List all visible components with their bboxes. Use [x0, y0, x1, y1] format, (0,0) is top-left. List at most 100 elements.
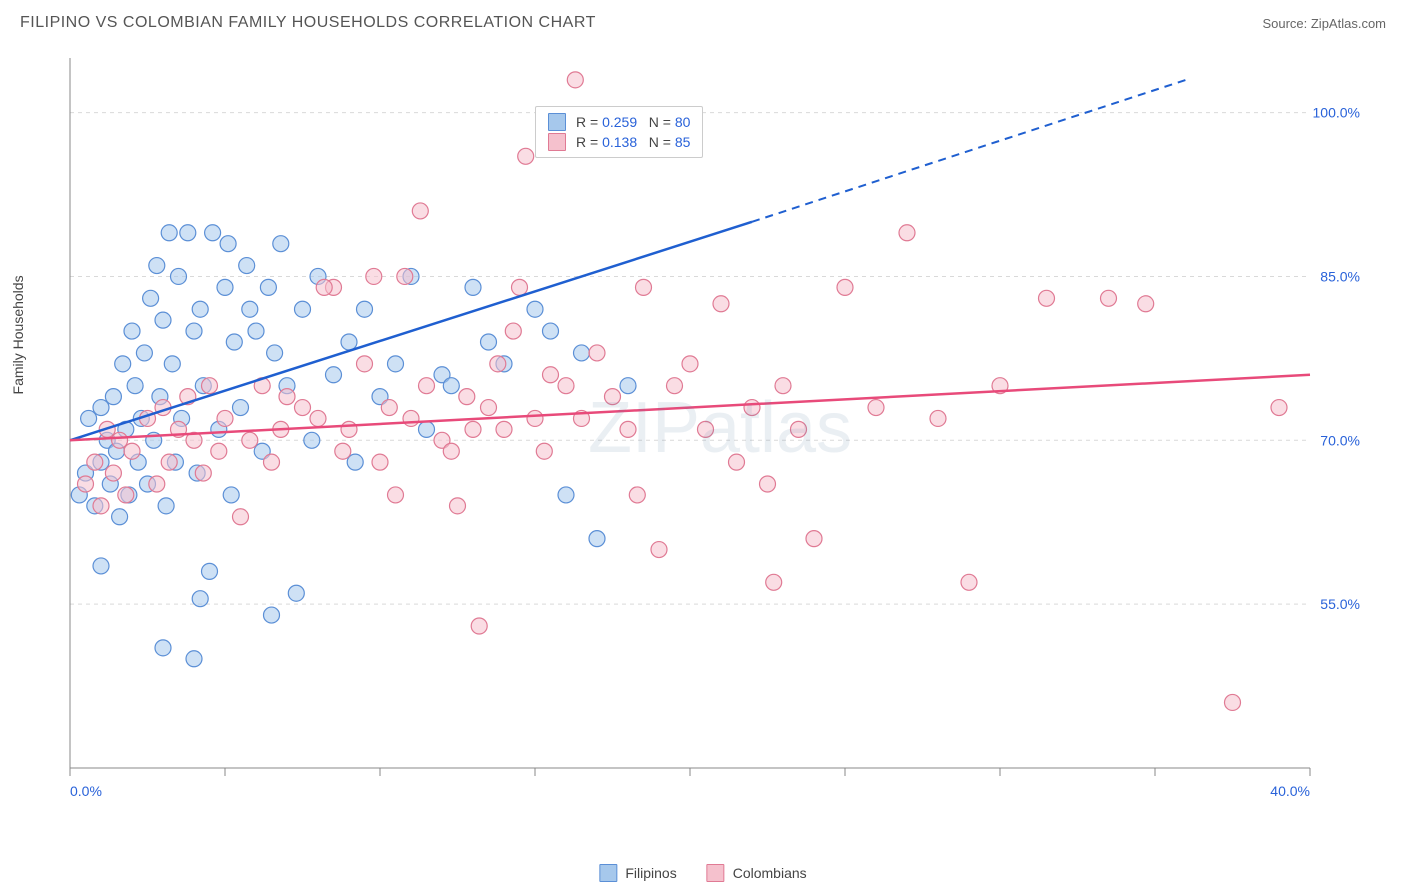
y-tick-label: 70.0%: [1320, 432, 1360, 448]
data-point: [744, 400, 760, 416]
data-point: [264, 454, 280, 470]
data-point: [171, 268, 187, 284]
data-point: [760, 476, 776, 492]
data-point: [682, 356, 698, 372]
data-point: [118, 487, 134, 503]
data-point: [505, 323, 521, 339]
data-point: [233, 400, 249, 416]
data-point: [220, 236, 236, 252]
data-point: [543, 367, 559, 383]
data-point: [136, 345, 152, 361]
data-point: [490, 356, 506, 372]
data-point: [1138, 296, 1154, 312]
data-point: [223, 487, 239, 503]
data-point: [589, 345, 605, 361]
data-point: [806, 531, 822, 547]
data-point: [217, 279, 233, 295]
data-point: [403, 410, 419, 426]
data-point: [341, 334, 357, 350]
data-point: [868, 400, 884, 416]
data-point: [589, 531, 605, 547]
data-point: [81, 410, 97, 426]
data-point: [335, 443, 351, 459]
data-point: [419, 421, 435, 437]
data-point: [465, 279, 481, 295]
data-point: [357, 356, 373, 372]
data-point: [899, 225, 915, 241]
data-point: [366, 268, 382, 284]
y-tick-label: 85.0%: [1320, 268, 1360, 284]
data-point: [105, 465, 121, 481]
chart-title: FILIPINO VS COLOMBIAN FAMILY HOUSEHOLDS …: [20, 14, 596, 32]
data-point: [226, 334, 242, 350]
data-point: [729, 454, 745, 470]
data-point: [273, 236, 289, 252]
data-point: [149, 258, 165, 274]
data-point: [381, 400, 397, 416]
chart-area: 55.0%70.0%85.0%100.0%0.0%40.0% ZIPatlas …: [60, 48, 1380, 808]
data-point: [412, 203, 428, 219]
data-point: [217, 410, 233, 426]
data-point: [295, 301, 311, 317]
data-point: [512, 279, 528, 295]
data-point: [629, 487, 645, 503]
data-point: [930, 410, 946, 426]
data-point: [713, 296, 729, 312]
data-point: [574, 345, 590, 361]
data-point: [536, 443, 552, 459]
data-point: [388, 356, 404, 372]
data-point: [372, 454, 388, 470]
data-point: [186, 651, 202, 667]
y-tick-label: 100.0%: [1313, 105, 1360, 121]
data-point: [558, 378, 574, 394]
data-point: [195, 465, 211, 481]
data-point: [211, 443, 227, 459]
data-point: [112, 509, 128, 525]
legend-label: Colombians: [733, 865, 807, 881]
data-point: [481, 400, 497, 416]
legend-item: Colombians: [707, 864, 807, 882]
data-point: [310, 410, 326, 426]
trend-line-extension: [752, 80, 1186, 222]
data-point: [205, 225, 221, 241]
data-point: [496, 421, 512, 437]
data-point: [242, 301, 258, 317]
data-point: [161, 225, 177, 241]
trend-line: [70, 222, 752, 440]
data-point: [397, 268, 413, 284]
data-point: [766, 574, 782, 590]
y-axis-label: Family Households: [10, 275, 26, 394]
data-point: [248, 323, 264, 339]
data-point: [93, 498, 109, 514]
data-point: [124, 443, 140, 459]
data-point: [155, 312, 171, 328]
data-point: [304, 432, 320, 448]
data-point: [791, 421, 807, 437]
data-point: [698, 421, 714, 437]
series-swatch: [548, 133, 566, 151]
data-point: [155, 640, 171, 656]
data-point: [78, 476, 94, 492]
data-point: [450, 498, 466, 514]
data-point: [471, 618, 487, 634]
data-point: [192, 591, 208, 607]
data-point: [837, 279, 853, 295]
correlation-stats-box: R = 0.259 N = 80 R = 0.138 N = 85: [535, 106, 703, 158]
series-legend: Filipinos Colombians: [599, 864, 806, 882]
data-point: [357, 301, 373, 317]
legend-item: Filipinos: [599, 864, 676, 882]
stats-row: R = 0.259 N = 80: [548, 113, 690, 131]
data-point: [347, 454, 363, 470]
data-point: [239, 258, 255, 274]
data-point: [419, 378, 435, 394]
data-point: [543, 323, 559, 339]
x-tick-label: 0.0%: [70, 783, 102, 799]
legend-swatch: [599, 864, 617, 882]
data-point: [267, 345, 283, 361]
data-point: [288, 585, 304, 601]
stats-row: R = 0.138 N = 85: [548, 133, 690, 151]
x-tick-label: 40.0%: [1270, 783, 1310, 799]
data-point: [961, 574, 977, 590]
data-point: [1225, 694, 1241, 710]
data-point: [202, 563, 218, 579]
